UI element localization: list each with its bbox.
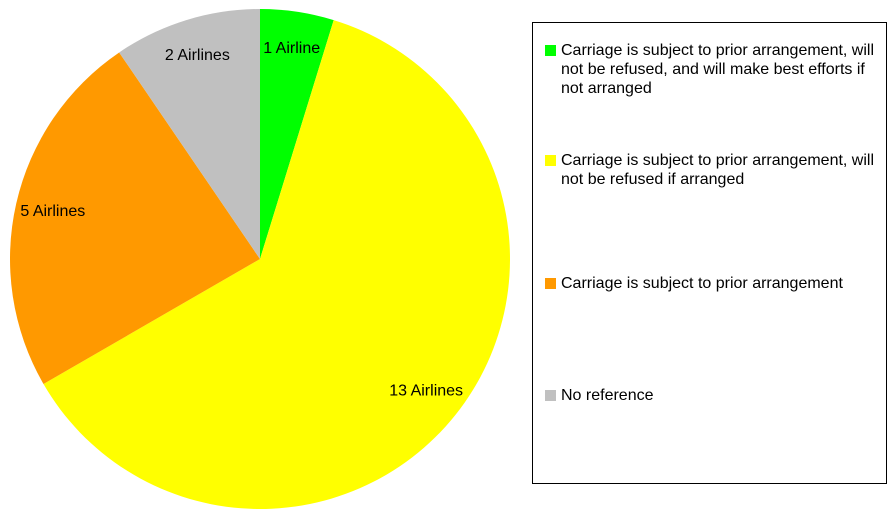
data-label: 13 Airlines — [389, 383, 463, 400]
legend-swatch — [545, 278, 556, 289]
legend: Carriage is subject to prior arrangement… — [532, 22, 887, 484]
legend-label: Carriage is subject to prior arrangement — [561, 275, 843, 292]
pie-slice — [43, 20, 511, 509]
legend-item: Carriage is subject to prior arrangement — [545, 274, 881, 293]
pie-slice — [260, 9, 334, 259]
data-label: 1 Airline — [263, 40, 320, 57]
data-label: 2 Airlines — [165, 47, 230, 64]
pie-slice — [9, 52, 260, 384]
pie: 1 Airline 13 Airlines 5 Airlines 2 Airlines — [9, 9, 511, 509]
legend-swatch — [545, 155, 556, 166]
legend-item: Carriage is subject to prior arrangement… — [545, 151, 881, 189]
legend-label: No reference — [561, 387, 654, 404]
data-label: 5 Airlines — [20, 203, 85, 220]
legend-swatch — [545, 390, 556, 401]
legend-label: Carriage is subject to prior arrangement… — [561, 152, 875, 188]
pie-slice — [119, 9, 260, 259]
legend-item: No reference — [545, 386, 881, 405]
legend-swatch — [545, 45, 556, 56]
legend-label: Carriage is subject to prior arrangement… — [561, 42, 875, 97]
legend-item: Carriage is subject to prior arrangement… — [545, 41, 881, 98]
